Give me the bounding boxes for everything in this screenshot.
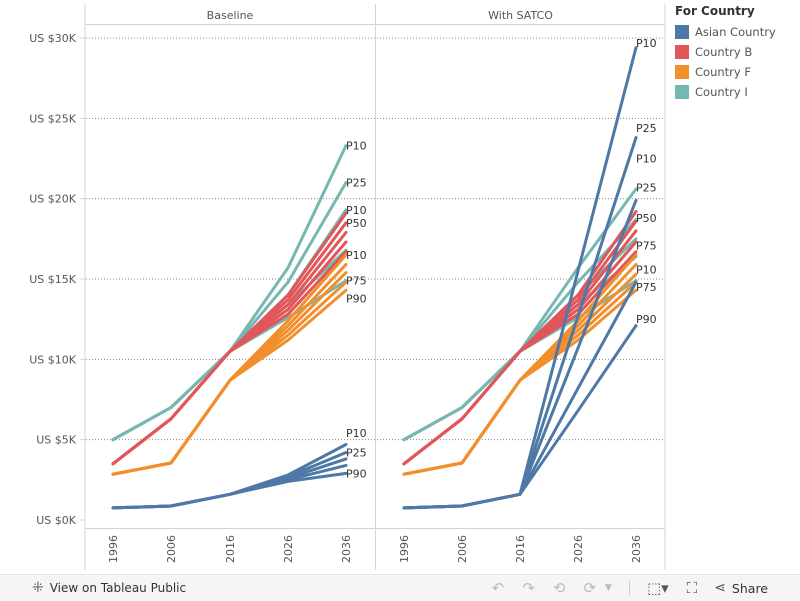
series-line-asian-country-p90 [402,324,638,510]
series-line-country-i-p25 [402,218,638,442]
series-line-country-f-p90 [402,288,638,476]
legend-item-country-i[interactable]: Country I [675,82,800,102]
y-tick-label: US $5K [36,434,77,447]
end-label: P10 [636,153,657,166]
legend-swatch [675,45,689,59]
series-line-asian-country-p25 [111,451,348,510]
fullscreen-icon[interactable]: ⛶ [686,579,698,597]
x-tick-label: 2026 [282,535,295,563]
series-line-asian-country-p10 [111,443,348,510]
x-tick-label: 2036 [340,535,353,563]
series-lines [111,46,638,510]
end-label: P10 [636,37,657,50]
end-label: P10 [346,427,367,440]
end-label: P90 [636,313,657,326]
tableau-toolbar: ⁜ View on Tableau Public ↶ ↷ ⟲ ⟳ ▼ ⬚▾ ⛶ … [0,574,800,601]
end-label: P25 [346,177,367,190]
series-line-asian-country-p75 [402,280,638,510]
series-line-asian-country-p25 [402,136,638,510]
series-line-country-i-p90 [111,279,348,442]
view-on-tableau-label: View on Tableau Public [49,581,187,595]
legend-label: Country F [695,65,751,79]
revert-icon[interactable]: ⟲ [552,579,566,597]
toolbar-actions: ↶ ↷ ⟲ ⟳ ▼ ⬚▾ ⛶ ⋖ Share [483,575,800,601]
legend-item-country-b[interactable]: Country B [675,42,800,62]
end-label: P75 [636,281,657,294]
x-tick-label: 2026 [572,535,585,563]
legend-swatch [675,25,689,39]
x-tick-label: 2006 [456,535,469,563]
share-button[interactable]: ⋖ Share [714,580,768,596]
series-line-country-i-p90 [402,279,638,442]
x-axis: 1996 2006 2016 2026 2036 1996 2006 2016 2026 2036 [107,535,643,563]
pane-title: Baseline [207,9,254,22]
legend-label: Country B [695,45,753,59]
legend-swatch [675,65,689,79]
share-icon: ⋖ [714,580,726,596]
series-line-country-f-p75 [111,280,348,476]
legend: For Country Asian Country Country B Coun… [675,4,800,102]
series-line-country-b-p90 [402,250,638,466]
pane-title: With SATCO [488,9,553,22]
end-label: P90 [346,292,367,305]
legend-title: For Country [675,4,755,18]
series-line-asian-country-p90 [111,471,348,510]
end-label: P25 [636,122,657,135]
legend-item-asian-country[interactable]: Asian Country [675,22,800,42]
end-label: P10 [636,263,657,276]
end-label: P75 [346,275,367,288]
x-tick-label: 2016 [514,535,527,563]
y-tick-label: US $10K [29,353,77,366]
y-tick-label: US $20K [29,193,77,206]
chart-frame [84,4,666,570]
y-tick-label: US $30K [29,32,77,45]
series-line-country-b-p10 [111,211,348,466]
y-axis: US $30K US $25K US $20K US $15K US $10K US $5… [29,32,85,527]
end-label: P50 [346,217,367,230]
legend-swatch [675,85,689,99]
end-label: P25 [346,447,367,460]
share-label: Share [731,580,768,596]
series-line-country-b-p90 [111,250,348,466]
series-line-country-f-p90 [111,288,348,476]
end-label: P10 [346,140,367,153]
end-label: P10 [346,204,367,217]
redo-icon[interactable]: ↷ [522,579,535,597]
y-tick-label: US $15K [29,273,77,286]
end-label: P50 [636,212,657,225]
dropdown-icon[interactable]: ▼ [605,583,612,593]
x-tick-label: 2016 [224,535,237,563]
end-label: P90 [346,467,367,480]
pane-titles: Baseline With SATCO [207,9,554,22]
undo-icon[interactable]: ↶ [491,579,505,597]
x-tick-label: 2006 [165,535,178,563]
end-labels: P10P25P10P50P10P75P90P10P25P90P10P25P10P… [346,37,657,481]
end-label: P75 [636,239,657,252]
download-icon[interactable]: ⬚▾ [646,579,669,597]
refresh-icon[interactable]: ⟳ [583,579,597,597]
gridlines [86,37,665,441]
x-tick-label: 1996 [398,535,411,563]
y-tick-label: US $25K [29,112,77,125]
y-tick-label: US $0K [36,514,77,527]
end-label: P25 [636,181,657,194]
end-label: P10 [346,249,367,262]
series-line-asian-country-p10 [402,46,638,510]
chart: US $30K US $25K US $20K US $15K US $10K US $5… [29,4,666,570]
legend-item-country-f[interactable]: Country F [675,62,800,82]
legend-label: Asian Country [695,25,776,39]
x-tick-label: 1996 [107,535,120,563]
x-tick-label: 2036 [630,535,643,563]
tableau-logo-icon: ⁜ [32,580,44,596]
view-on-tableau-public-button[interactable]: ⁜ View on Tableau Public [32,580,186,596]
toolbar-divider [628,581,630,595]
legend-label: Country I [695,85,748,99]
